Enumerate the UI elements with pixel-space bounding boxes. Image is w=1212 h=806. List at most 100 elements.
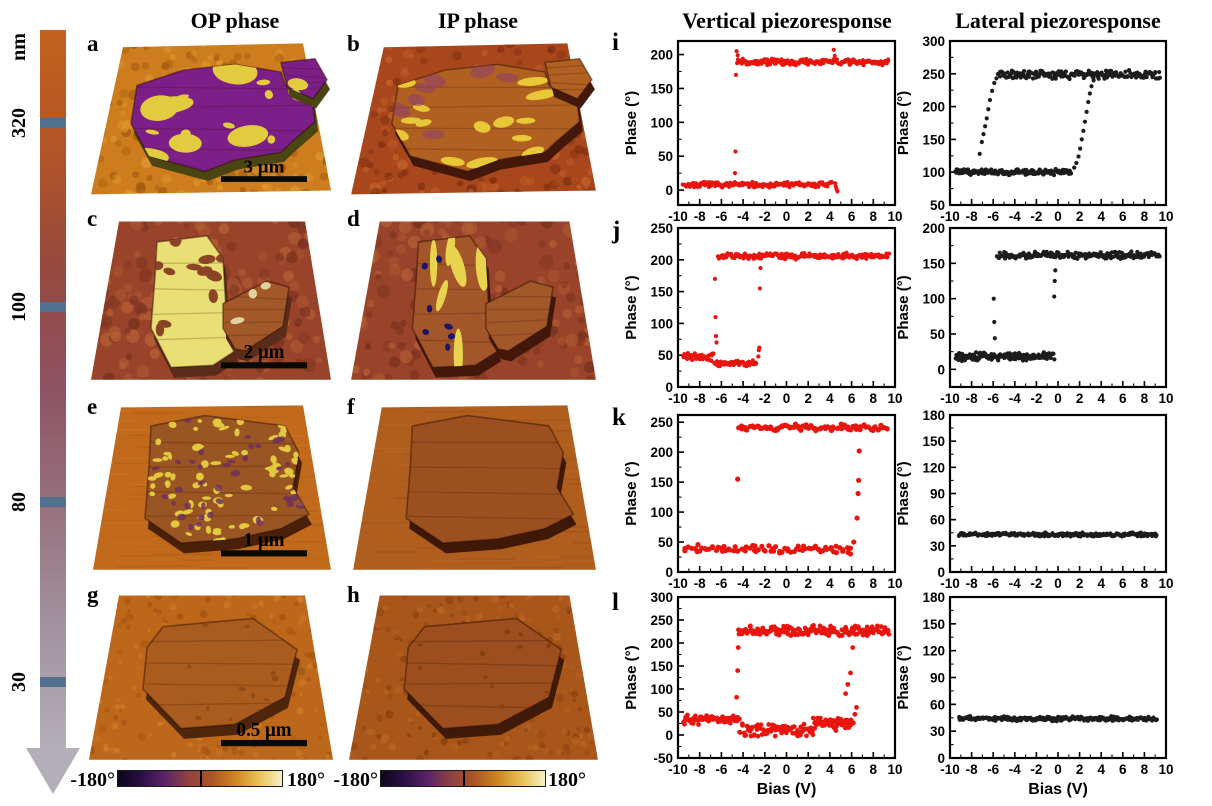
x-tick-label: -10: [940, 209, 960, 224]
y-tick-label: 150: [650, 475, 673, 490]
height-tick-label: 100: [8, 292, 30, 323]
x-tick-label: 10: [887, 209, 902, 224]
x-tick-label: 8: [1141, 209, 1149, 224]
afm-3d-render-h: [349, 595, 598, 760]
x-tick-label: -8: [694, 391, 706, 406]
x-tick-label: 6: [1119, 209, 1127, 224]
x-tick-label: 4: [826, 391, 834, 406]
flake-top: [484, 280, 555, 352]
scalebar: [221, 176, 307, 182]
x-tick-label: -4: [737, 762, 749, 777]
y-tick-label: 0: [937, 565, 945, 580]
afm-image-f: [345, 393, 600, 578]
y-tick-label: 100: [922, 292, 945, 307]
flake-top: [543, 57, 593, 100]
x-tick-label: -2: [1030, 391, 1042, 406]
x-tick-label: 8: [870, 209, 878, 224]
x-tick-label: 6: [848, 576, 856, 591]
x-tick-label: 8: [1141, 576, 1149, 591]
op-colorbar-midtick: [200, 771, 202, 786]
x-tick-label: 0: [1054, 762, 1062, 777]
x-tick-label: -4: [737, 576, 749, 591]
x-tick-label: -2: [759, 391, 771, 406]
x-tick-label: 8: [870, 762, 878, 777]
x-tick-label: 8: [1141, 762, 1149, 777]
height-tick-label: 30: [8, 672, 30, 693]
y-axis-label: Phase (°): [623, 91, 640, 155]
panel-letter-i: i: [612, 29, 619, 56]
axes-ticks: [949, 227, 1167, 387]
x-tick-label: 0: [783, 762, 791, 777]
y-tick-label: 60: [930, 513, 945, 528]
x-tick-label: 4: [826, 576, 834, 591]
lateral-piezoresponse-title: Lateral piezoresponse: [955, 8, 1161, 33]
y-tick-label: 250: [922, 67, 945, 82]
op-phase-title: OP phase: [190, 8, 280, 33]
y-tick-label: 150: [922, 434, 945, 449]
x-tick-label: 2: [804, 576, 812, 591]
scatter-points: [680, 47, 891, 194]
axes-ticks: [677, 227, 896, 388]
ip-colorbar-max-label: 180°: [548, 769, 586, 791]
y-tick-label: 60: [930, 697, 945, 712]
afm-image-a: 3 μm: [85, 30, 335, 202]
y-tick-label: 200: [922, 100, 945, 115]
y-tick-label: 200: [650, 445, 673, 460]
op-colorbar-min-label: -180°: [70, 769, 115, 791]
y-axis-label: Phase (°): [623, 275, 640, 339]
y-tick-label: 100: [922, 165, 945, 180]
y-tick-label: 300: [650, 590, 673, 605]
afm-image-g: 0.5 μm: [85, 581, 335, 768]
scatter-points: [681, 250, 892, 369]
afm-image-c: 2 μm: [85, 205, 335, 390]
x-tick-label: -4: [1009, 762, 1021, 777]
scalebar-label: 1 μm: [244, 530, 285, 551]
afm-3d-render-f: [353, 405, 596, 570]
x-tick-label: 10: [1158, 391, 1173, 406]
y-tick-label: 50: [930, 327, 945, 342]
x-tick-label: 2: [804, 762, 812, 777]
y-tick-label: 200: [650, 48, 673, 63]
x-tick-label: 0: [1054, 391, 1062, 406]
x-tick-label: 10: [1158, 576, 1173, 591]
chart-k-lateral: -10 -8 -6 -4 -2 0 2 4 6 8 100306090120150180Phase …: [895, 408, 1174, 591]
chart-l-lateral: -10 -8 -6 -4 -2 0 2 4 6 8 100306090120150180Phase …: [895, 590, 1174, 798]
x-tick-label: 6: [848, 209, 856, 224]
flake-top: [280, 57, 328, 100]
x-tick-label: 4: [826, 209, 834, 224]
x-tick-label: -2: [1030, 209, 1042, 224]
scalebar: [221, 550, 307, 557]
ip-phase-colorbar: [380, 770, 546, 787]
panel-letter-j: j: [612, 217, 621, 244]
y-tick-label: 90: [930, 671, 945, 686]
panel-letter-e: e: [87, 394, 98, 419]
height-tick-mark: [40, 302, 66, 313]
afm-image-h: [345, 581, 600, 768]
y-tick-label: 150: [650, 81, 673, 96]
height-colorbar-gradient: [40, 30, 66, 750]
afm-3d-render-a: 3 μm: [91, 43, 331, 195]
x-tick-label: 2: [804, 391, 812, 406]
y-tick-label: 50: [658, 705, 673, 720]
height-tick-label: 80: [8, 491, 30, 512]
y-tick-label: 0: [665, 183, 673, 198]
y-tick-label: 180: [922, 408, 945, 423]
x-tick-label: -8: [694, 576, 706, 591]
y-tick-label: 180: [922, 590, 945, 605]
chart-l-vertical: -10 -8 -6 -4 -2 0 2 4 6 8 10-50050100150200250300P…: [623, 590, 903, 798]
afm-3d-render-g: 0.5 μm: [89, 595, 333, 760]
x-tick-label: 0: [783, 391, 791, 406]
y-tick-label: 200: [650, 636, 673, 651]
x-tick-label: -4: [1009, 576, 1021, 591]
y-axis-label: Phase (°): [895, 461, 912, 525]
y-axis-label: Phase (°): [623, 645, 640, 709]
y-tick-label: 100: [650, 115, 673, 130]
axes-ticks: [677, 53, 896, 205]
y-tick-label: 0: [665, 380, 673, 395]
y-axis-label: Phase (°): [895, 645, 912, 709]
panel-letter-d: d: [347, 206, 360, 231]
x-tick-label: 2: [1076, 391, 1084, 406]
